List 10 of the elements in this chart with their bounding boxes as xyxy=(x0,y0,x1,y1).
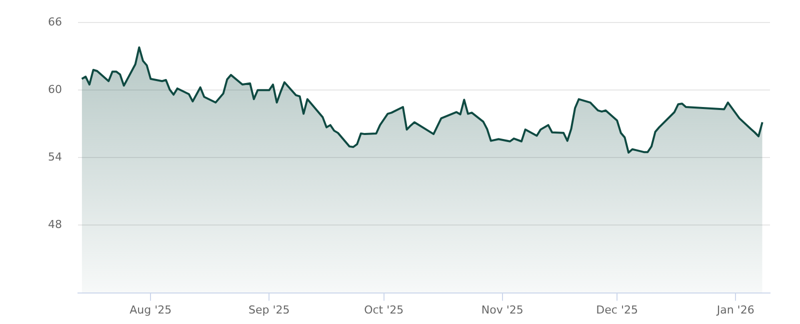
y-tick-label: 66 xyxy=(48,15,62,28)
x-tick-label: Dec '25 xyxy=(596,303,638,316)
y-tick-label: 60 xyxy=(48,83,62,96)
y-tick-label: 54 xyxy=(48,150,62,164)
x-tick-label: Sep '25 xyxy=(248,303,290,316)
x-tick-label: Nov '25 xyxy=(481,303,524,316)
x-tick-label: Aug '25 xyxy=(130,303,172,316)
x-tick-label: Jan '26 xyxy=(716,303,754,316)
x-tick-label: Oct '25 xyxy=(364,303,404,316)
y-tick-label: 48 xyxy=(48,218,62,232)
